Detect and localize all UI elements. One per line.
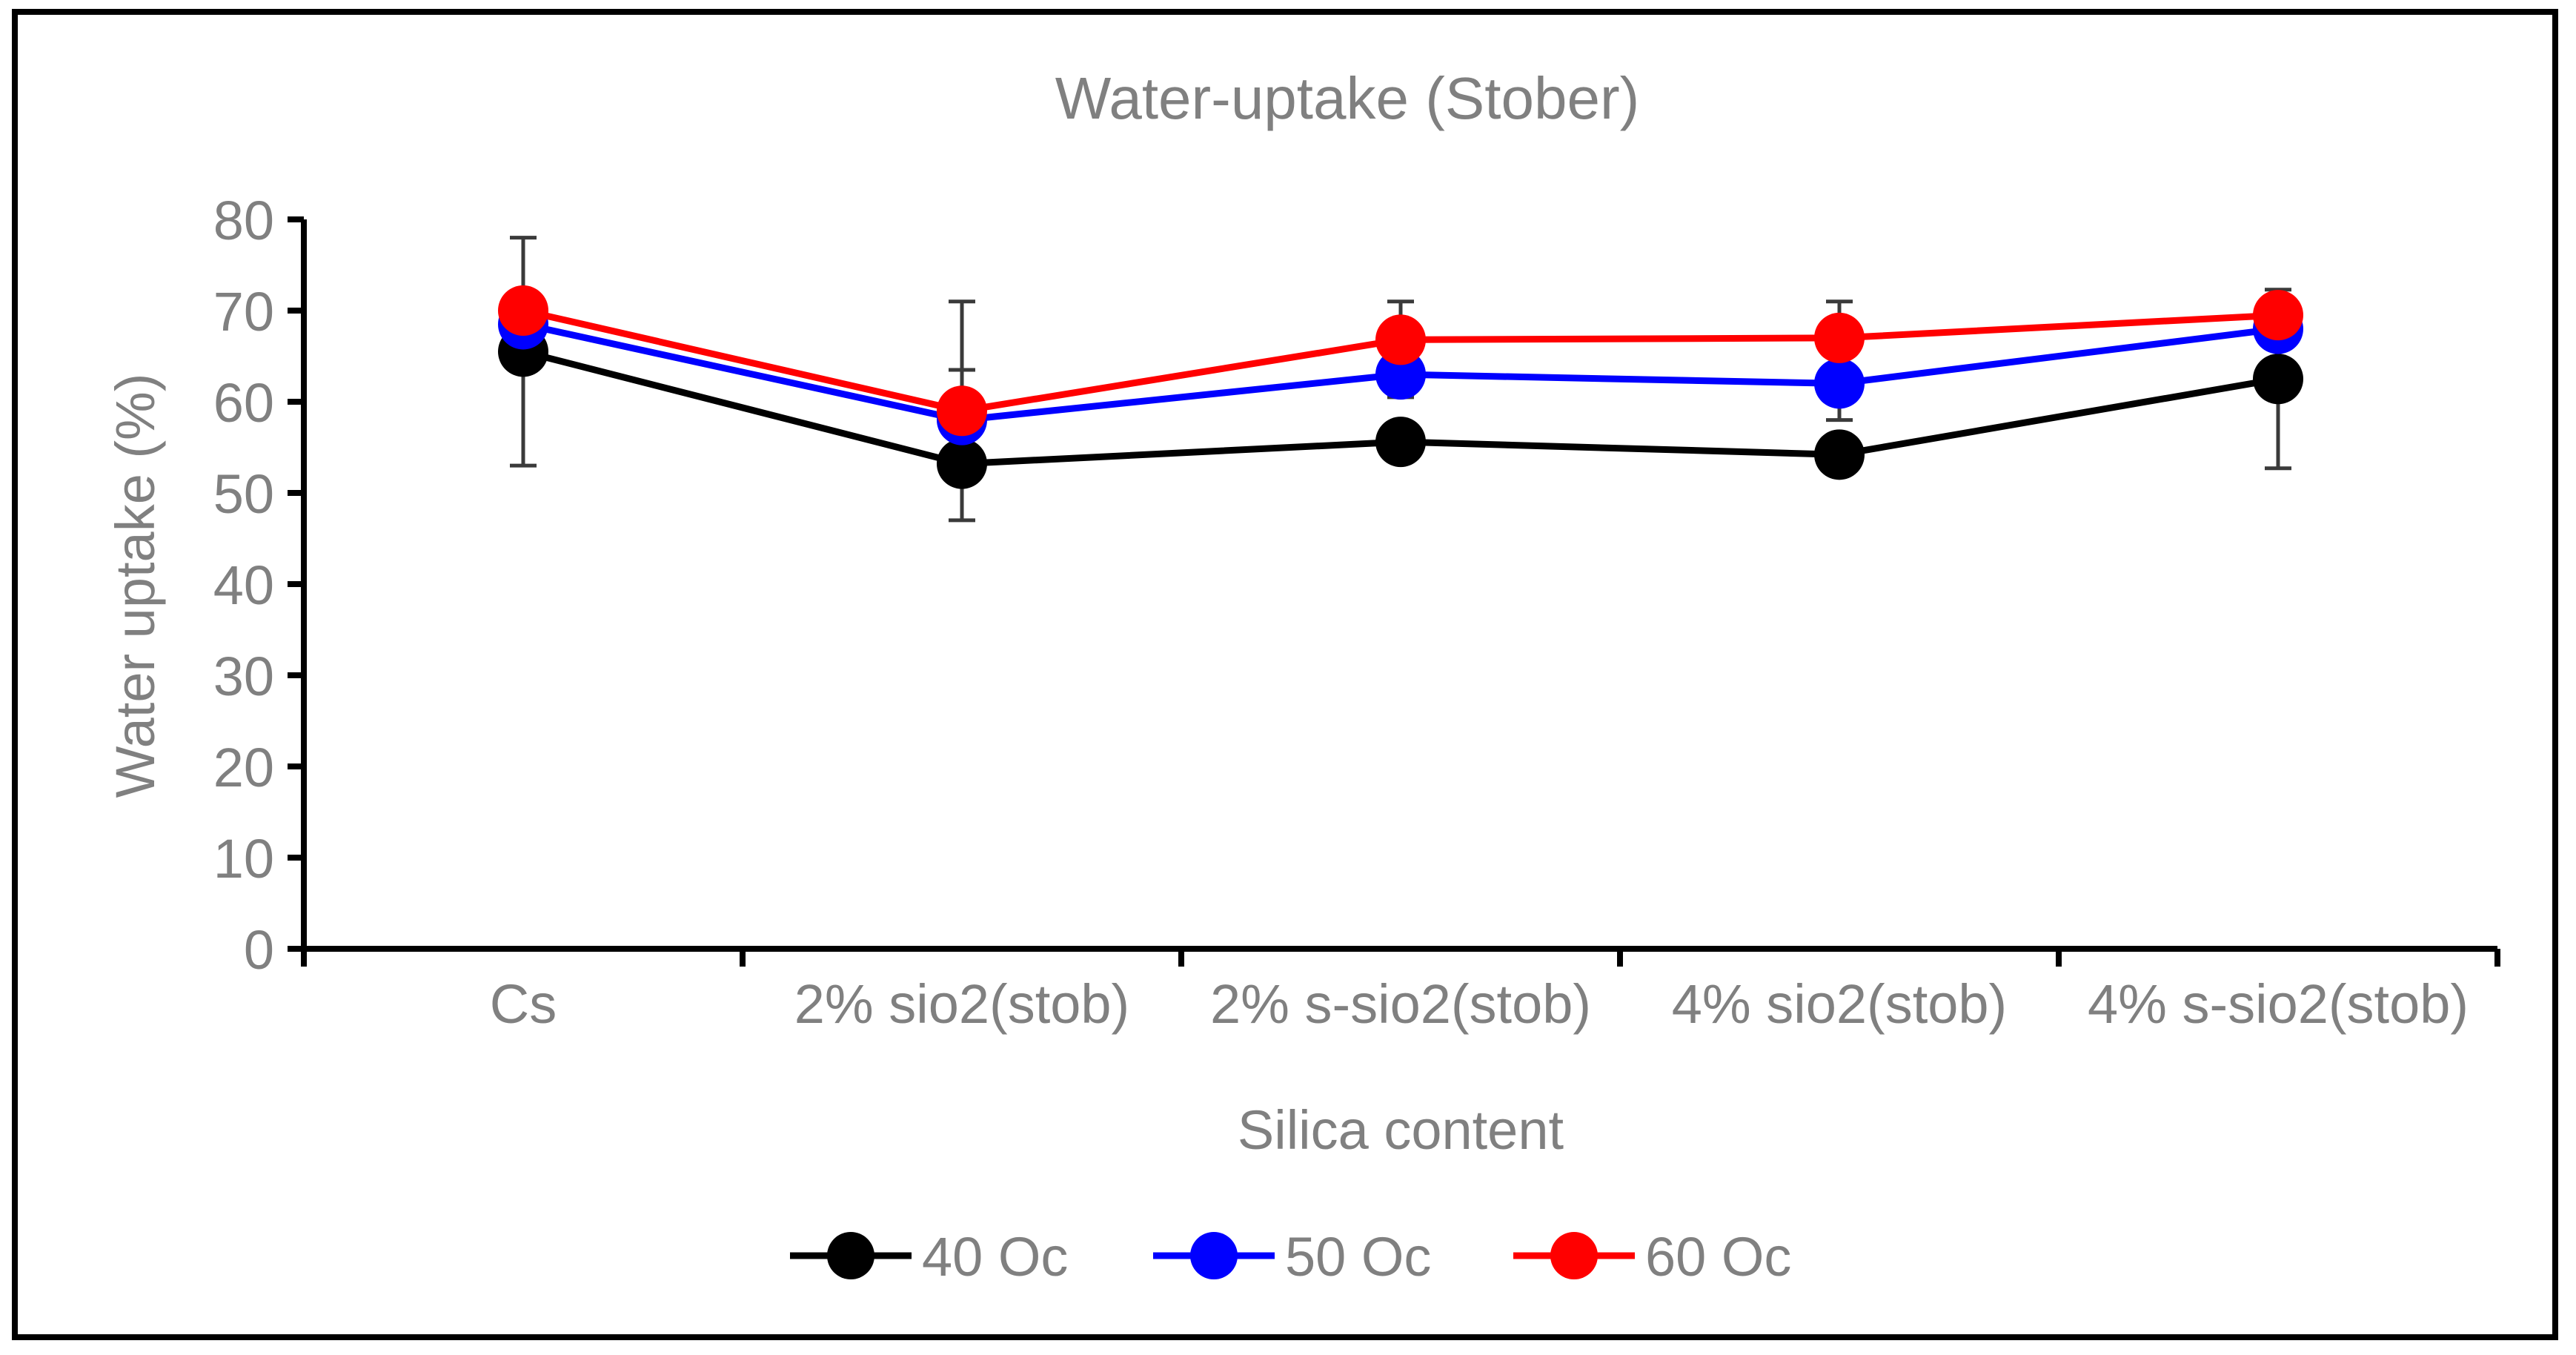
y-tick-label: 30	[213, 646, 274, 707]
data-point-40-oc	[1375, 417, 1426, 468]
legend-marker-50-oc	[1190, 1232, 1238, 1279]
chart-frame	[12, 9, 2558, 1340]
x-axis-label: Silica content	[1238, 1099, 1564, 1161]
data-point-60-oc	[1375, 314, 1426, 365]
legend-label-60-oc: 60 Oc	[1645, 1226, 1791, 1288]
x-tick-label: 4% s-sio2(stob)	[2088, 973, 2469, 1035]
data-point-50-oc	[1814, 358, 1865, 409]
data-point-50-oc	[1375, 349, 1426, 400]
data-point-40-oc	[2253, 354, 2303, 405]
data-point-60-oc	[1814, 312, 1865, 363]
data-point-40-oc	[1814, 429, 1865, 480]
y-tick-label: 70	[213, 281, 274, 342]
y-tick-label: 60	[213, 372, 274, 434]
plot-area	[498, 236, 2303, 523]
y-tick-label: 40	[213, 554, 274, 616]
x-tick-label: 2% sio2(stob)	[794, 973, 1129, 1035]
x-axis: Cs 2% sio2(stob) 2% s-sio2(stob) 4% sio2(st…	[301, 946, 2500, 1035]
y-tick-label: 80	[213, 190, 274, 251]
data-point-40-oc	[937, 438, 987, 489]
y-tick-label: 0	[244, 919, 274, 981]
data-point-60-oc	[2253, 290, 2303, 341]
y-tick-label: 20	[213, 737, 274, 798]
y-axis: 0 10 20 30 40 50 60 70 80	[213, 190, 307, 981]
x-tick-label: Cs	[490, 973, 557, 1035]
legend-marker-60-oc	[1550, 1232, 1598, 1279]
y-axis-label: Water uptake (%)	[104, 374, 166, 798]
y-tick-label: 50	[213, 463, 274, 525]
legend-marker-40-oc	[827, 1232, 874, 1279]
data-point-60-oc	[937, 385, 987, 437]
chart-title: Water-uptake (Stober)	[1055, 65, 1639, 131]
x-tick-label: 2% s-sio2(stob)	[1210, 973, 1591, 1035]
legend-label-40-oc: 40 Oc	[922, 1226, 1068, 1288]
legend: 40 Oc 50 Oc 60 Oc	[790, 1226, 1791, 1288]
data-point-60-oc	[498, 285, 548, 336]
x-tick-label: 4% sio2(stob)	[1672, 973, 2007, 1035]
y-tick-label: 10	[213, 828, 274, 889]
legend-label-50-oc: 50 Oc	[1285, 1226, 1431, 1288]
